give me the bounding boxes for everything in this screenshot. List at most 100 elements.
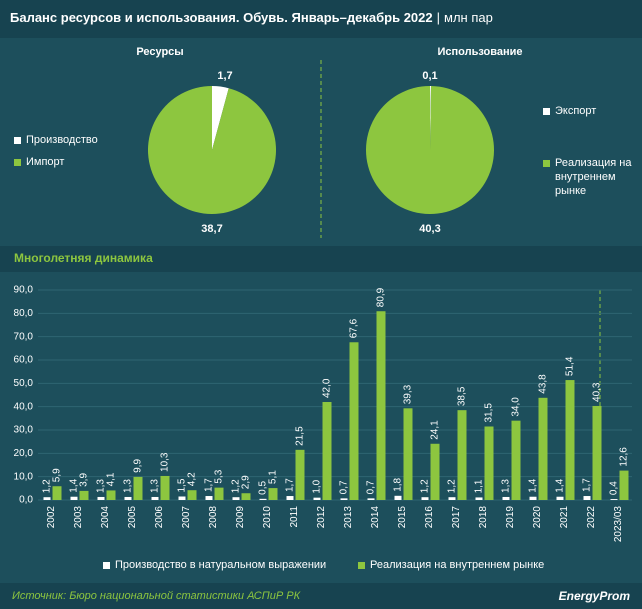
bar bbox=[214, 487, 224, 500]
x-tick-label: 2002 bbox=[46, 506, 57, 529]
x-tick-label: 2005 bbox=[127, 506, 138, 529]
x-tick-label: 2016 bbox=[424, 506, 435, 529]
y-tick-label: 80,0 bbox=[14, 308, 34, 319]
section-bar bbox=[0, 246, 642, 272]
data-label: 1,4 bbox=[69, 478, 80, 492]
y-tick-label: 90,0 bbox=[14, 285, 34, 296]
pie-slice bbox=[148, 86, 276, 214]
bar bbox=[448, 497, 456, 500]
y-tick-label: 40,0 bbox=[14, 401, 34, 412]
legend-label: Реализация на внутреннем рынке bbox=[555, 157, 632, 197]
bar bbox=[160, 475, 170, 500]
legend-item: Реализация на внутреннем рынке bbox=[543, 156, 633, 198]
data-label: 5,9 bbox=[52, 468, 63, 482]
data-label: 1,5 bbox=[177, 478, 188, 492]
x-tick-label: 2020 bbox=[532, 506, 543, 529]
pie-slice bbox=[212, 86, 229, 150]
x-tick-label: 2019 bbox=[505, 506, 516, 529]
data-label: 80,9 bbox=[376, 287, 387, 307]
bar bbox=[106, 490, 116, 500]
data-label: 1,3 bbox=[123, 479, 134, 493]
data-label: 67,6 bbox=[349, 318, 360, 338]
legend-item: Реализация на внутреннем рынке bbox=[358, 558, 544, 572]
source: Источник: Бюро национальной статистики А… bbox=[12, 590, 301, 602]
bar bbox=[538, 397, 548, 500]
legend-item: Экспорт bbox=[543, 104, 633, 118]
bar bbox=[205, 496, 213, 500]
data-label: 1,0 bbox=[312, 479, 323, 493]
data-label: 10,3 bbox=[160, 452, 171, 472]
data-label: 1,7 bbox=[285, 478, 296, 492]
bar bbox=[133, 476, 143, 500]
x-tick-label: 2021 bbox=[559, 506, 570, 529]
pie-slice bbox=[366, 86, 495, 214]
legend-item: Импорт bbox=[14, 155, 64, 169]
x-tick-label: 2003 bbox=[73, 506, 84, 529]
data-label: 1,3 bbox=[501, 479, 512, 493]
y-tick-label: 30,0 bbox=[14, 425, 34, 436]
data-label: 3,9 bbox=[79, 473, 90, 487]
legend-swatch bbox=[14, 159, 21, 166]
bar bbox=[556, 496, 564, 500]
data-label: 12,6 bbox=[619, 447, 630, 467]
x-tick-label: 2015 bbox=[397, 506, 408, 529]
data-label: 1,1 bbox=[474, 479, 485, 493]
data-label: 21,5 bbox=[295, 426, 306, 446]
data-label: 1,4 bbox=[528, 478, 539, 492]
bar bbox=[403, 408, 413, 500]
bar bbox=[97, 496, 105, 500]
x-tick-label: 2004 bbox=[100, 506, 111, 529]
legend-label: Импорт bbox=[26, 156, 65, 168]
x-tick-label: 2012 bbox=[316, 506, 327, 529]
pie-title: Ресурсы bbox=[136, 46, 183, 58]
x-tick-label: 2013 bbox=[343, 506, 354, 529]
legend-label: Производство bbox=[26, 134, 98, 146]
legend-swatch bbox=[14, 137, 21, 144]
data-label: 1,2 bbox=[420, 479, 431, 493]
data-label: 40,3 bbox=[419, 223, 440, 235]
x-tick-label: 2010 bbox=[262, 506, 273, 529]
legend-swatch bbox=[543, 108, 550, 115]
bar bbox=[484, 426, 494, 500]
data-label: 1,7 bbox=[204, 478, 215, 492]
data-label: 38,7 bbox=[201, 223, 222, 235]
legend-label: Экспорт bbox=[555, 105, 597, 117]
data-label: 0,1 bbox=[422, 70, 437, 82]
section-title: Многолетняя динамика bbox=[14, 251, 153, 265]
bar bbox=[52, 486, 62, 500]
data-label: 51,4 bbox=[565, 356, 576, 376]
bar bbox=[70, 496, 78, 500]
data-label: 1,4 bbox=[555, 478, 566, 492]
bar bbox=[610, 499, 618, 500]
bar bbox=[583, 496, 591, 500]
bar bbox=[502, 496, 510, 500]
bar bbox=[286, 496, 294, 500]
bar bbox=[268, 488, 278, 500]
data-label: 31,5 bbox=[484, 403, 495, 423]
legend-swatch bbox=[103, 562, 110, 569]
data-label: 42,0 bbox=[322, 378, 333, 398]
bar bbox=[187, 490, 197, 500]
bar bbox=[79, 490, 89, 500]
data-label: 24,1 bbox=[430, 420, 441, 440]
x-tick-label: 2007 bbox=[181, 506, 192, 529]
data-label: 5,3 bbox=[214, 469, 225, 483]
bar bbox=[457, 410, 467, 500]
bar bbox=[376, 311, 386, 500]
bar bbox=[178, 496, 186, 500]
logo: EnergyProm bbox=[559, 589, 631, 603]
x-tick-label: 2011 bbox=[289, 506, 300, 528]
data-label: 38,5 bbox=[457, 386, 468, 406]
bar bbox=[421, 497, 429, 500]
bar bbox=[349, 342, 359, 500]
data-label: 0,7 bbox=[339, 480, 350, 494]
page-title: Баланс ресурсов и использования. Обувь. … bbox=[10, 10, 493, 25]
bar bbox=[565, 380, 575, 500]
legend-swatch bbox=[358, 562, 365, 569]
bar bbox=[232, 497, 240, 500]
x-tick-label: 2009 bbox=[235, 506, 246, 529]
bar bbox=[124, 496, 132, 500]
pie-title: Использование bbox=[437, 46, 522, 58]
